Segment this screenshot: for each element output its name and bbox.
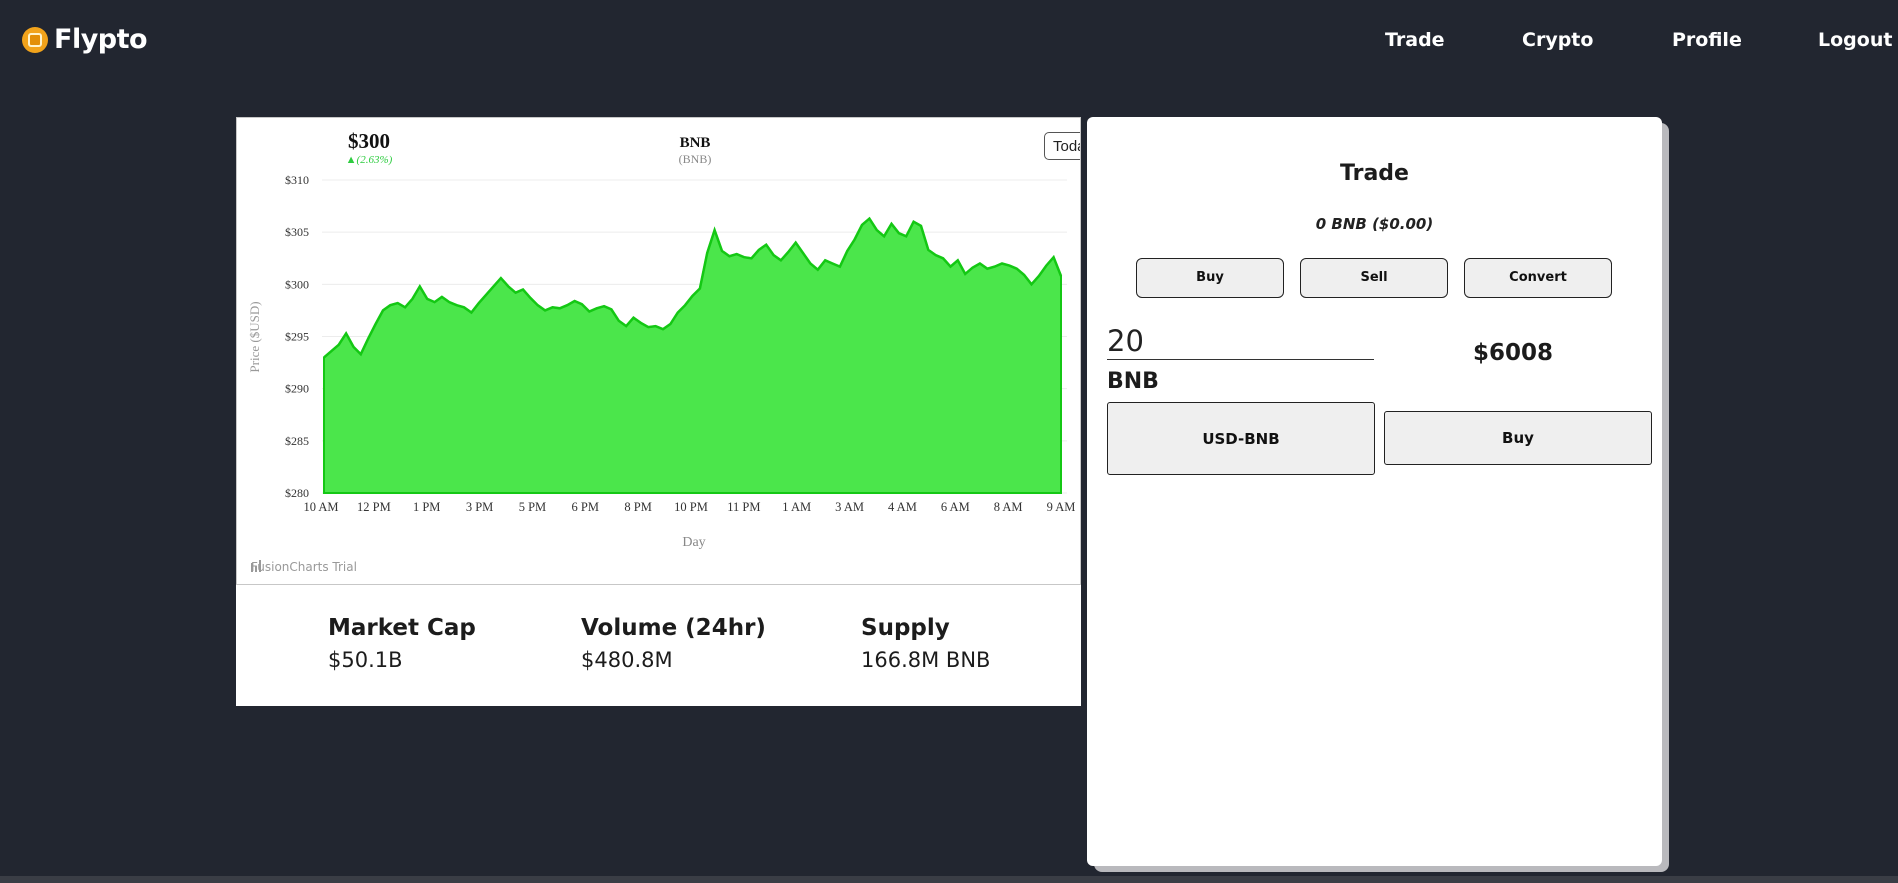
nav-profile[interactable]: Profile: [1672, 29, 1742, 51]
amount-input[interactable]: [1107, 323, 1374, 360]
stat-label: Supply: [861, 615, 950, 641]
brand-logo[interactable]: Flypto: [22, 24, 148, 55]
chart-title: BNB: [680, 135, 711, 151]
x-tick-label: 3 PM: [466, 500, 493, 514]
tab-sell[interactable]: Sell: [1300, 258, 1448, 298]
bottom-scrollbar[interactable]: [0, 876, 1898, 883]
y-tick-label: $290: [285, 382, 309, 396]
today-button[interactable]: Today: [1044, 132, 1080, 160]
trade-balance: 0 BNB ($0.00): [1315, 215, 1434, 233]
brand-name: Flypto: [54, 24, 148, 55]
current-price: $300: [348, 129, 390, 153]
market-stats: Market Cap $50.1B Volume (24hr) $480.8M …: [236, 585, 1081, 706]
trade-panel: Trade 0 BNB ($0.00) Buy Sell Convert BNB…: [1087, 117, 1662, 866]
x-axis-label: Day: [682, 535, 705, 550]
pair-toggle-button[interactable]: USD-BNB: [1107, 402, 1375, 475]
unit-label: BNB: [1107, 369, 1159, 394]
buy-button[interactable]: Buy: [1384, 411, 1652, 465]
y-tick-label: $310: [285, 173, 309, 187]
chart-subtitle: (BNB): [679, 152, 712, 166]
y-axis-label: Price ($USD): [247, 301, 262, 372]
x-tick-label: 11 PM: [727, 500, 760, 514]
stat-volume: Volume (24hr) $480.8M: [581, 615, 766, 672]
x-tick-label: 9 AM: [1047, 500, 1076, 514]
tab-convert[interactable]: Convert: [1464, 258, 1612, 298]
y-tick-label: $300: [285, 277, 309, 291]
nav-logout[interactable]: Logout: [1818, 29, 1893, 51]
x-tick-label: 12 PM: [357, 500, 391, 514]
x-tick-label: 3 AM: [835, 500, 864, 514]
trade-title: Trade: [1340, 161, 1409, 186]
price-area: [323, 217, 1062, 494]
coin-icon: [22, 26, 48, 53]
stat-value: 166.8M BNB: [861, 648, 991, 672]
y-tick-label: $280: [285, 486, 309, 500]
stat-label: Market Cap: [328, 615, 476, 641]
stat-value: $50.1B: [328, 648, 403, 672]
fusioncharts-brand: FusionCharts Trial: [251, 560, 357, 574]
x-tick-label: 6 AM: [941, 500, 970, 514]
nav-trade[interactable]: Trade: [1385, 29, 1445, 51]
price-line: [323, 216, 1063, 359]
x-tick-label: 6 PM: [572, 500, 599, 514]
x-tick-label: 8 PM: [624, 500, 651, 514]
x-tick-label: 5 PM: [519, 500, 546, 514]
stat-value: $480.8M: [581, 648, 673, 672]
y-tick-label: $295: [285, 330, 309, 344]
nav-crypto[interactable]: Crypto: [1522, 29, 1594, 51]
price-chart-card: $280 $285 $290 $295 $300 $305 $310 10 AM 12 PM 1…: [236, 117, 1081, 585]
stat-supply: Supply 166.8M BNB: [861, 615, 990, 672]
stat-market-cap: Market Cap $50.1B: [328, 615, 476, 672]
fusioncharts-text: FusionCharts Trial: [251, 560, 357, 574]
x-tick-label: 1 AM: [782, 500, 811, 514]
x-tick-label: 8 AM: [994, 500, 1023, 514]
fusioncharts-icon: [251, 560, 261, 572]
total-value: $6008: [1473, 340, 1554, 366]
price-change: ▲(2.63%): [346, 154, 393, 166]
price-chart: $280 $285 $290 $295 $300 $305 $310 10 AM 12 PM 1…: [247, 129, 1076, 550]
stat-label: Volume (24hr): [581, 615, 766, 641]
x-tick-label: 10 AM: [303, 500, 338, 514]
y-tick-label: $285: [285, 434, 309, 448]
tab-buy[interactable]: Buy: [1136, 258, 1284, 298]
y-tick-label: $305: [285, 225, 309, 239]
x-tick-label: 4 AM: [888, 500, 917, 514]
x-tick-label: 10 PM: [674, 500, 708, 514]
x-tick-label: 1 PM: [413, 500, 440, 514]
